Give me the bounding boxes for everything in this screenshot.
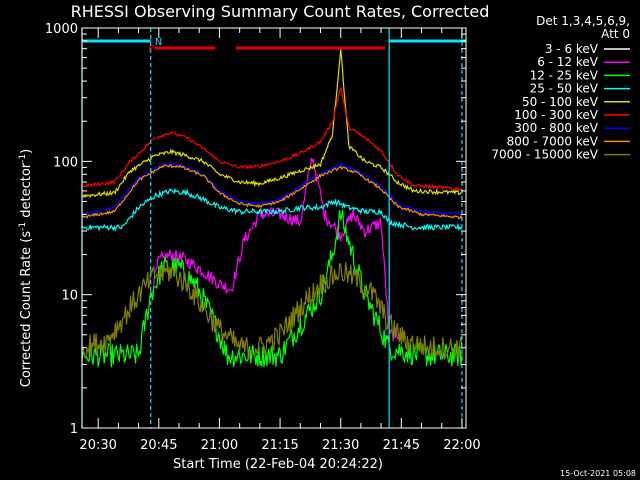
series-100-300-kev-line xyxy=(81,87,463,191)
legend-header-line2: Att 0 xyxy=(601,27,630,41)
legend-label-7: 800 - 7000 keV xyxy=(507,134,599,148)
series-12-25-kev-line xyxy=(81,209,463,368)
plot-frame xyxy=(81,27,467,429)
legend-label-8: 7000 - 15000 keV xyxy=(491,148,598,162)
y-axis-label-end: ) xyxy=(19,149,34,154)
y-axis-label: Corrected Count Rate (s-1 detector-1) xyxy=(18,149,34,387)
x-tick-label-2115: 21:15 xyxy=(261,438,298,453)
legend-label-4: 50 - 100 keV xyxy=(522,95,599,109)
legend-label-5: 100 - 300 keV xyxy=(514,108,598,122)
y-axis-label-main: Corrected Count Rate (s xyxy=(19,231,34,388)
y-tick-label-1000: 1000 xyxy=(45,22,78,37)
y-axis-label-mid: detector xyxy=(19,162,34,222)
series-6-12-kev-line xyxy=(150,157,406,342)
series-50-100-kev-line xyxy=(81,49,463,199)
legend-label-1: 6 - 12 keV xyxy=(537,55,599,69)
series-800-7000-kev-line xyxy=(81,164,463,220)
legend-label-2: 12 - 25 keV xyxy=(530,68,599,82)
legend-label-3: 25 - 50 keV xyxy=(530,82,599,96)
night-flag-label: N xyxy=(155,37,162,48)
y-tick-label-100: 100 xyxy=(53,155,78,170)
x-tick-label-2100: 21:00 xyxy=(201,438,238,453)
axes-layer: 1 10 100 1000 20:30 20:45 21:00 21:15 21:30 21:45… xyxy=(45,22,481,453)
y-axis-label-sup-2: -1 xyxy=(18,154,28,163)
flare-flag-label: F xyxy=(149,44,155,55)
y-axis-label-sup-1: -1 xyxy=(18,222,28,231)
legend-header-line1: Det 1,3,4,5,6,9, xyxy=(536,14,630,28)
x-tick-label-2045: 20:45 xyxy=(140,438,177,453)
series-25-50-kev-line xyxy=(81,187,463,232)
y-tick-label-10: 10 xyxy=(61,289,78,304)
generated-timestamp: 15-Oct-2021 05:08 xyxy=(560,469,636,478)
x-tick-label-2030: 20:30 xyxy=(79,438,116,453)
y-tick-label-1: 1 xyxy=(70,422,78,437)
x-axis-label: Start Time (22-Feb-04 20:24:22) xyxy=(173,457,383,472)
series-7000-15000-kev-line xyxy=(81,261,463,360)
x-tick-label-2200: 22:00 xyxy=(443,438,480,453)
x-tick-label-2130: 21:30 xyxy=(322,438,359,453)
legend-label-6: 300 - 800 keV xyxy=(514,121,598,135)
legend-label-0: 3 - 6 keV xyxy=(545,42,599,56)
chart-title: RHESSI Observing Summary Count Rates, Co… xyxy=(71,2,490,21)
x-tick-label-2145: 21:45 xyxy=(383,438,420,453)
series-layer xyxy=(81,49,463,418)
series-300-800-kev-line xyxy=(81,161,463,216)
